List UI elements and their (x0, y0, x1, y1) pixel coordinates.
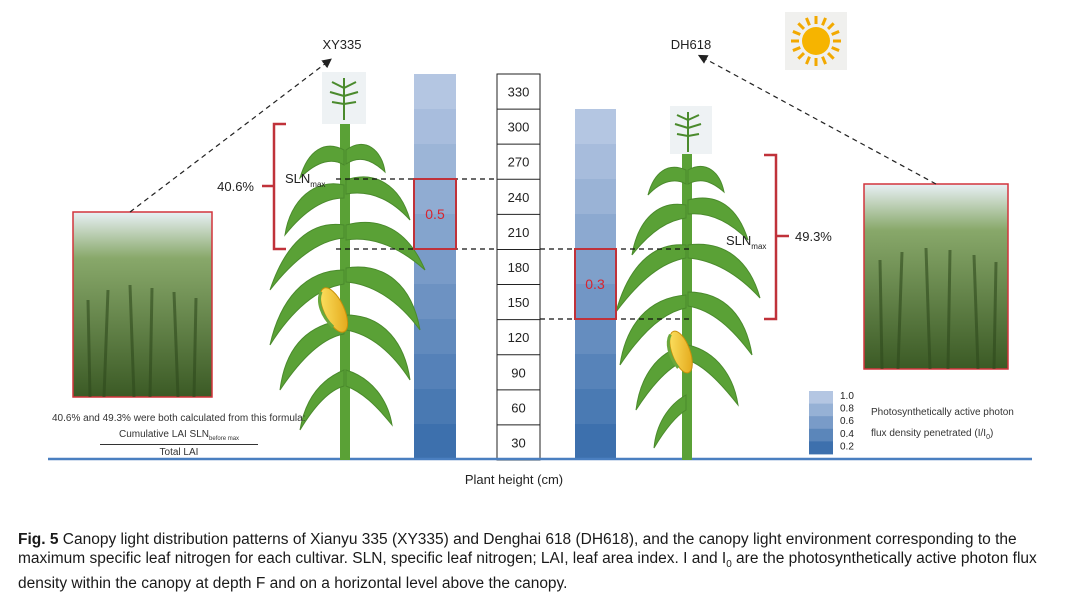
column-segment (575, 214, 616, 250)
percent-xy335: 40.6% (217, 179, 254, 194)
corn-ear-icon (317, 287, 349, 333)
figure-caption: Fig. 5 Canopy light distribution pattern… (18, 531, 1037, 593)
legend-value: 0.4 (840, 429, 854, 440)
formula-note: 40.6% and 49.3% were both calculated fro… (52, 413, 306, 424)
sun-ray (821, 17, 827, 26)
light-column-xy335 (414, 74, 456, 460)
column-segment (414, 284, 456, 320)
column-segment (575, 144, 616, 180)
scale-tick-label: 210 (508, 225, 530, 240)
scale-tick-label: 300 (508, 120, 530, 135)
sun-ray (805, 56, 811, 65)
legend-value: 0.8 (840, 404, 854, 415)
sln-zone-value-dh618: 0.3 (585, 276, 605, 292)
canopy-diagram: 330 300 270 240 210 180 150 120 90 60 30 (48, 12, 1032, 487)
cultivar-label-dh618: DH618 (671, 37, 711, 52)
sln-label-right: SLNmax (726, 233, 766, 251)
sln-zone-value-xy335: 0.5 (425, 206, 445, 222)
light-legend-values: 1.0 0.80.6 0.40.2 (840, 391, 854, 452)
sun-ray (797, 22, 806, 31)
sun-ray (792, 46, 801, 52)
column-segment (414, 109, 456, 145)
x-axis-label: Plant height (cm) (465, 472, 563, 487)
formula-denominator: Total LAI (159, 447, 199, 458)
column-segment (414, 319, 456, 355)
column-segment (575, 354, 616, 390)
percent-dh618: 49.3% (795, 229, 832, 244)
sun-ray (805, 17, 811, 26)
legend-title-line2: flux density penetrated (I/I0) (871, 428, 994, 441)
sln-label-left: SLNmax (285, 171, 325, 189)
sun-ray (831, 46, 840, 52)
column-segment (414, 179, 456, 215)
canopy-photo-xy335 (72, 211, 213, 398)
column-segment (575, 109, 616, 145)
scale-tick-label: 90 (511, 365, 525, 380)
scale-tick-label: 240 (508, 190, 530, 205)
scale-tick-label: 120 (508, 330, 530, 345)
scale-tick-label: 270 (508, 155, 530, 170)
light-column-dh618 (575, 109, 616, 460)
arrow-dh618 (697, 54, 937, 185)
tassel-icon (670, 106, 712, 154)
column-segment (575, 319, 616, 355)
sun-ray (826, 22, 835, 31)
legend-swatch (809, 416, 833, 430)
sun-ray (821, 56, 827, 65)
column-segment (414, 424, 456, 460)
sln-zone-box-xy335 (413, 178, 457, 250)
column-segment (414, 74, 456, 110)
height-scale: 330 300 270 240 210 180 150 120 90 60 30 (496, 73, 541, 461)
column-segment (575, 249, 616, 285)
legend-swatch (809, 403, 833, 417)
corn-plant-right (615, 150, 761, 460)
scale-tick-label: 30 (511, 435, 525, 450)
column-segment (575, 179, 616, 215)
cultivar-label-xy335: XY335 (322, 37, 361, 52)
formula: Cumulative LAI SLNbefore max Total LAI (100, 429, 258, 458)
legend-title-line1: Photosynthetically active photon (871, 407, 1014, 418)
legend-swatch (809, 391, 833, 404)
corn-ear-icon (666, 330, 693, 374)
legend-value: 0.6 (840, 416, 854, 427)
legend-value: 1.0 (840, 391, 854, 402)
sun-icon (785, 12, 847, 70)
sun-ray (797, 51, 806, 60)
bracket-right (764, 153, 789, 321)
light-legend-bar (809, 391, 833, 455)
scale-tick-label: 60 (511, 400, 525, 415)
column-segment (414, 354, 456, 390)
scale-tick-label: 180 (508, 260, 530, 275)
legend-swatch (809, 441, 833, 455)
bracket-left (262, 122, 286, 251)
corn-plant-left (269, 120, 426, 460)
legend-value: 0.2 (840, 441, 854, 452)
column-segment (414, 389, 456, 425)
column-segment (414, 214, 456, 250)
canopy-photo-dh618 (863, 183, 1009, 370)
formula-numerator: Cumulative LAI SLNbefore max (100, 429, 258, 445)
column-segment (414, 144, 456, 180)
scale-tick-label: 150 (508, 295, 530, 310)
legend-swatch (809, 428, 833, 442)
tassel-icon (322, 72, 366, 124)
sun-ray (792, 30, 801, 36)
sln-zone-box-dh618 (574, 248, 617, 320)
sun-ray (826, 51, 835, 60)
arrow-xy335 (129, 58, 332, 213)
column-segment (575, 284, 616, 320)
column-segment (575, 424, 616, 460)
sun-ray (831, 30, 840, 36)
column-segment (575, 389, 616, 425)
scale-tick-label: 330 (508, 85, 530, 100)
column-segment (414, 249, 456, 285)
